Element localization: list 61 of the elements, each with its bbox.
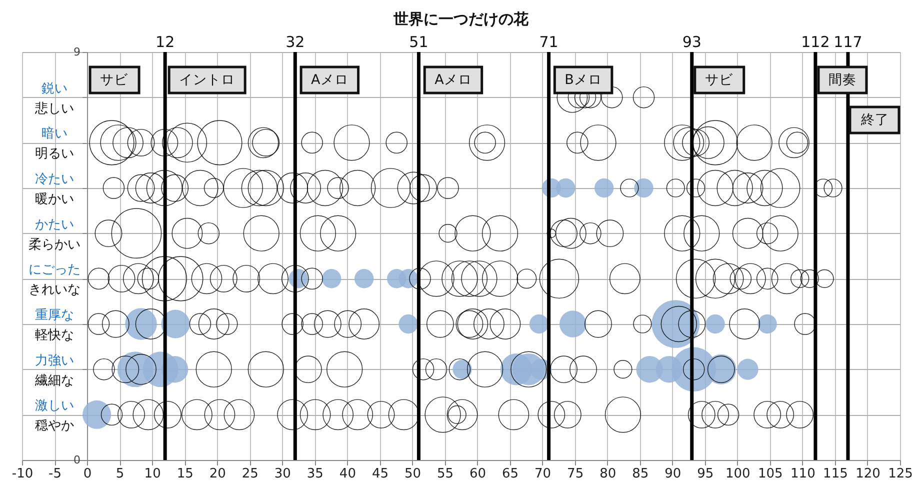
x-tick-label: 85 (632, 466, 649, 482)
annotation: 繊細な (34, 373, 74, 388)
x-tick-label: 60 (469, 466, 486, 482)
x-tick-label: -10 (12, 466, 34, 482)
annotation: 明るい (35, 146, 74, 162)
x-tick-label: 120 (856, 466, 880, 482)
annotation: 間奏 (828, 72, 856, 88)
x-tick-label: 115 (823, 466, 848, 482)
annotation: 柔らかい (28, 237, 81, 252)
annotation: Bメロ (564, 72, 602, 88)
x-tick-label: 125 (888, 466, 913, 482)
annotation: イントロ (179, 72, 236, 88)
chart-title: 世界に一つだけの花 (392, 10, 530, 28)
annotation: 終了 (860, 112, 889, 128)
ref-line-label: 71 (539, 33, 558, 51)
annotation: Aメロ (311, 72, 348, 88)
annotation: 鋭い (42, 81, 68, 96)
x-tick-label: 40 (339, 466, 356, 482)
annotation: にごった (28, 262, 81, 278)
x-tick-label: 45 (372, 466, 388, 482)
annotation: 暗い (42, 126, 68, 142)
annotation: Aメロ (434, 72, 472, 88)
annotation: 暖かい (35, 192, 74, 207)
x-tick-label: 105 (758, 466, 783, 482)
ref-line-label: 32 (286, 33, 305, 51)
x-tick-label: 55 (436, 466, 454, 482)
x-tick-label: 90 (664, 466, 682, 482)
x-tick-label: 95 (697, 466, 714, 482)
y-tick-label: 9 (74, 46, 81, 58)
annotation: 力強い (35, 353, 74, 368)
x-tick-label: 0 (83, 466, 92, 482)
ref-line-label: 93 (682, 33, 702, 51)
x-tick-label: 75 (567, 466, 584, 482)
x-tick-label: 70 (534, 466, 552, 482)
annotation: 穏やか (35, 418, 74, 434)
annotation: 重厚な (35, 308, 74, 323)
annotation: 悲しい (34, 101, 74, 116)
ref-line-label: 117 (834, 33, 862, 51)
annotation: サビ (100, 72, 130, 88)
x-tick-label: -5 (48, 466, 62, 482)
x-tick-label: 80 (600, 466, 616, 482)
annotation: きれいな (28, 282, 81, 298)
x-tick-label: 10 (144, 466, 161, 482)
annotation: 冷たい (35, 172, 74, 187)
x-tick-label: 110 (790, 466, 816, 482)
annotation: かたい (35, 217, 74, 232)
x-tick-label: 20 (209, 466, 226, 482)
ref-line-label: 112 (801, 33, 830, 51)
x-tick-label: 50 (404, 466, 421, 482)
x-tick-label: 30 (274, 466, 291, 482)
x-tick-label: 35 (306, 466, 324, 482)
x-tick-label: 15 (176, 466, 194, 482)
annotation: 軽快な (35, 328, 74, 343)
x-tick-label: 65 (502, 466, 519, 482)
x-tick-label: 5 (116, 466, 124, 482)
annotation: 激しい (35, 398, 74, 414)
x-tick-label: 25 (242, 466, 258, 482)
ref-line-label: 51 (409, 33, 428, 51)
annotation: サビ (704, 72, 734, 88)
x-tick-label: 100 (725, 466, 750, 482)
ref-line-label: 12 (156, 33, 175, 51)
